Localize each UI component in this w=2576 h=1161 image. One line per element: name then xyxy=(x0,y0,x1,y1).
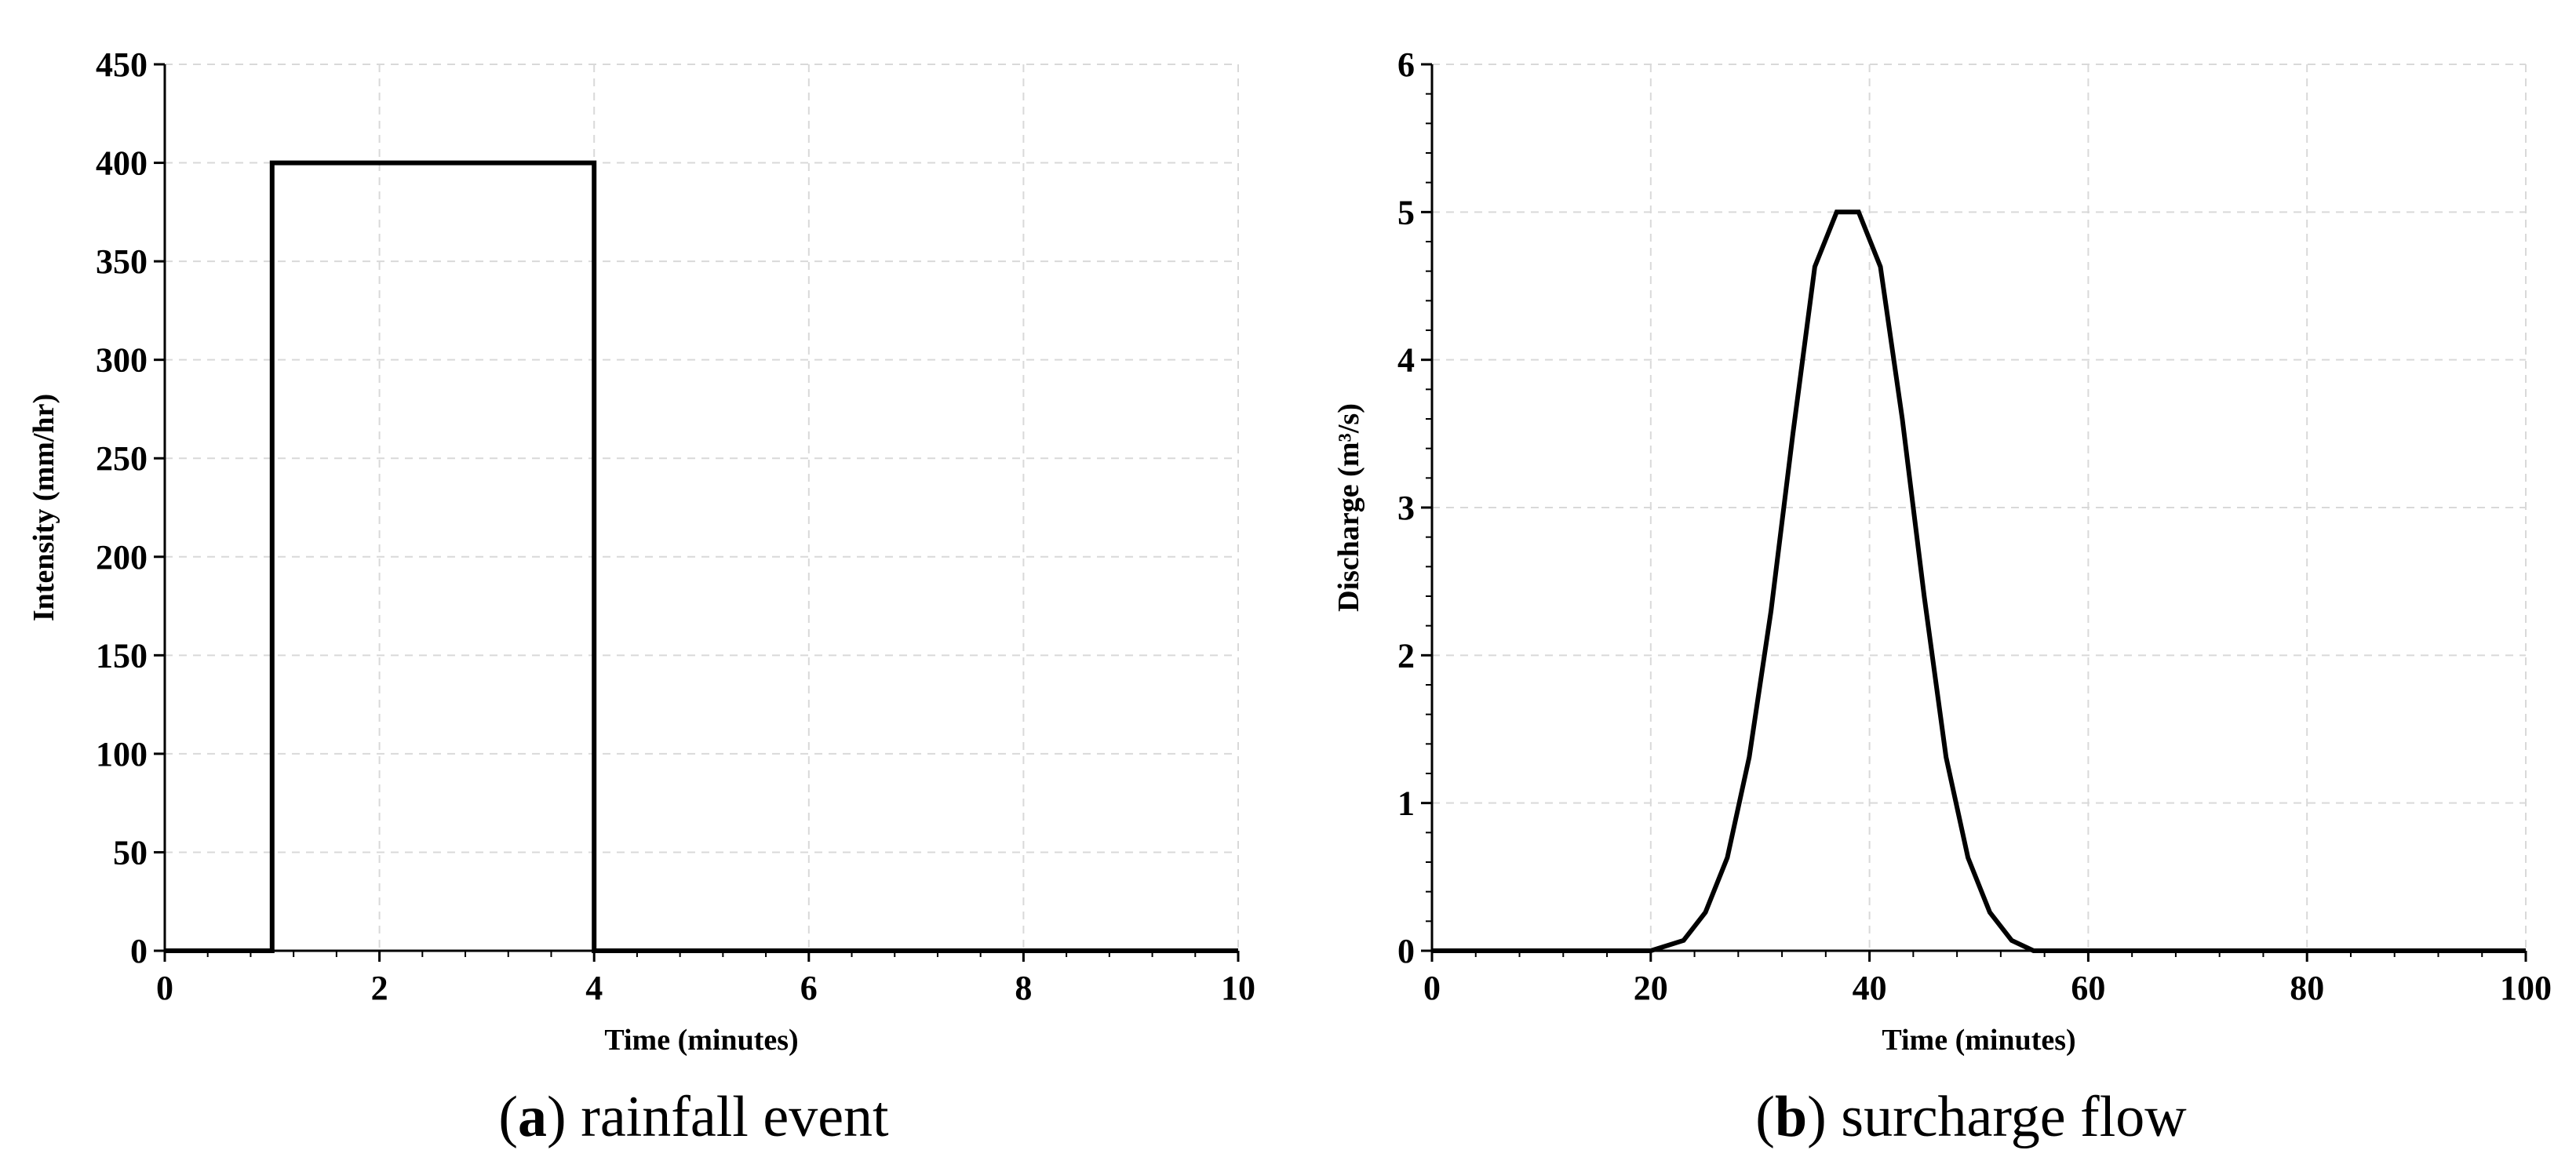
caption-open-paren: ( xyxy=(1755,1085,1775,1149)
x-tick-label: 0 xyxy=(156,969,173,1007)
y-tick-label: 0 xyxy=(130,932,148,970)
x-axis-title: Time (minutes) xyxy=(604,1024,798,1057)
y-axis-title: Intensity (mm/hr) xyxy=(27,394,60,621)
gridlines xyxy=(165,64,1239,951)
caption-close-paren: ) xyxy=(547,1085,581,1149)
y-axis-ticks: 0 50 100 150 200 250 300 350 400 450 xyxy=(96,45,165,970)
y-axis-ticks: 0 1 2 3 4 5 6 xyxy=(1397,45,1432,970)
y-tick-label: 1 xyxy=(1397,784,1415,823)
caption-text: rainfall event xyxy=(581,1085,889,1149)
caption: (b) surcharge flow xyxy=(1755,1085,2187,1149)
x-tick-label: 60 xyxy=(2071,969,2105,1007)
caption-letter: a xyxy=(518,1085,547,1149)
caption-open-paren: ( xyxy=(498,1085,518,1149)
x-tick-label: 40 xyxy=(1853,969,1887,1007)
y-tick-label: 350 xyxy=(96,242,148,281)
chart-a-rainfall-event: 0 50 100 150 200 250 300 350 400 450 0 2 4 6 8 10 Time (… xyxy=(27,45,1255,1149)
x-tick-label: 20 xyxy=(1634,969,1668,1007)
x-tick-label: 10 xyxy=(1221,969,1255,1007)
caption: (a) rainfall event xyxy=(498,1085,889,1149)
x-tick-label: 4 xyxy=(585,969,603,1007)
x-tick-label: 6 xyxy=(800,969,818,1007)
y-tick-label: 0 xyxy=(1397,932,1415,970)
caption-letter: b xyxy=(1775,1085,1807,1149)
y-tick-label: 250 xyxy=(96,439,148,478)
y-tick-label: 300 xyxy=(96,341,148,380)
y-tick-label: 50 xyxy=(113,833,148,872)
y-tick-label: 200 xyxy=(96,538,148,577)
series-line-a xyxy=(165,160,1238,953)
x-tick-label: 2 xyxy=(371,969,388,1007)
x-tick-label: 80 xyxy=(2290,969,2324,1007)
y-tick-label: 150 xyxy=(96,636,148,675)
y-tick-label: 2 xyxy=(1397,636,1415,675)
caption-close-paren: ) xyxy=(1807,1085,1841,1149)
x-tick-label: 8 xyxy=(1015,969,1032,1007)
x-axis-ticks: 0 2 4 6 8 10 xyxy=(156,951,1255,1007)
y-axis-title: Discharge (m³/s) xyxy=(1332,403,1365,612)
y-tick-label: 400 xyxy=(96,144,148,183)
y-tick-label: 450 xyxy=(96,45,148,84)
y-tick-label: 5 xyxy=(1397,193,1415,231)
series-line-b xyxy=(1432,209,2526,953)
y-tick-label: 4 xyxy=(1397,341,1415,380)
x-tick-label: 0 xyxy=(1423,969,1441,1007)
y-tick-label: 3 xyxy=(1397,489,1415,527)
y-tick-label: 6 xyxy=(1397,45,1415,84)
gridlines xyxy=(1432,64,2527,951)
x-axis-title: Time (minutes) xyxy=(1882,1024,2075,1057)
y-tick-label: 100 xyxy=(96,735,148,773)
x-tick-label: 100 xyxy=(2500,969,2552,1007)
caption-text: surcharge flow xyxy=(1841,1085,2187,1149)
x-axis-ticks: 0 20 40 60 80 100 xyxy=(1423,951,2552,1007)
